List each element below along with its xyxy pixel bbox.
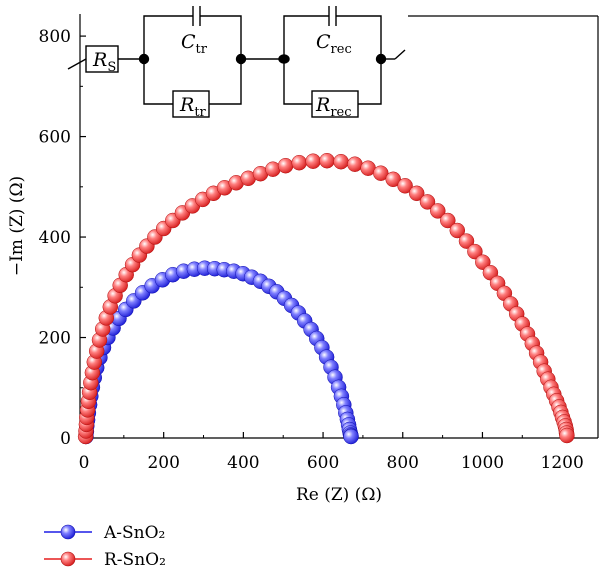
- crec-label: Crec: [316, 31, 352, 57]
- data-point: [397, 178, 413, 194]
- rs-label: RS: [92, 49, 116, 75]
- data-point: [333, 153, 349, 170]
- y-axis-title: −Im (Z) (Ω): [7, 176, 27, 276]
- crec-branch-wire-right: [336, 15, 382, 59]
- circuit-node-1: [138, 53, 150, 65]
- crec-branch-wire: [283, 15, 329, 59]
- y-tick-label-800: 800: [39, 27, 71, 47]
- x-tick-label-0: 0: [79, 453, 90, 473]
- y-tick-label-600: 600: [39, 128, 71, 148]
- y-tick-label-0: 0: [60, 429, 71, 449]
- circuit-lead-left: [67, 58, 87, 70]
- x-tick-label-800: 800: [387, 453, 419, 473]
- legend-item-a-sno2: A-SnO₂: [44, 523, 165, 543]
- rrec-branch-wire-right: [358, 59, 382, 105]
- data-point: [319, 152, 335, 169]
- data-point: [419, 194, 436, 210]
- rtr-branch-wire: [143, 59, 173, 105]
- rrec-branch-wire: [283, 59, 312, 105]
- data-point: [449, 222, 466, 239]
- data-point: [277, 157, 294, 174]
- rrec-resistor: [311, 90, 359, 118]
- x-tick-label-1000: 1000: [461, 453, 504, 473]
- x-tick-label-200: 200: [147, 453, 179, 473]
- data-point: [291, 154, 307, 171]
- x-tick-label-1200: 1200: [541, 453, 584, 473]
- legend-marker-a: [60, 524, 76, 540]
- data-point: [458, 233, 475, 249]
- circuit-node-4: [375, 53, 387, 65]
- rtr-branch-wire-right: [209, 59, 242, 105]
- legend-item-r-sno2: R-SnO₂: [44, 550, 166, 570]
- legend-marker-r: [60, 551, 76, 567]
- x-axis-title: Re (Z) (Ω): [296, 485, 382, 505]
- data-point: [475, 254, 491, 270]
- x-tick-label-600: 600: [307, 453, 339, 473]
- data-point: [430, 203, 446, 219]
- equivalent-circuit: [67, 6, 406, 118]
- data-point: [373, 165, 389, 181]
- ctr-branch-wire-right: [200, 15, 242, 59]
- legend: A-SnO₂ R-SnO₂: [44, 523, 166, 570]
- circuit-lead-right-tail: [394, 49, 406, 60]
- rtr-label: Rtr: [179, 94, 207, 120]
- legend-label-r: R-SnO₂: [104, 550, 166, 570]
- data-point: [347, 156, 363, 172]
- data-point: [440, 212, 456, 229]
- data-point: [385, 171, 401, 188]
- circuit-node-3: [278, 54, 290, 64]
- data-point: [467, 243, 483, 260]
- data-point: [408, 185, 425, 202]
- y-tick-label-400: 400: [39, 228, 71, 248]
- circuit-node-2: [235, 53, 247, 65]
- data-point: [343, 428, 359, 445]
- data-point: [559, 427, 575, 444]
- legend-label-a: A-SnO₂: [103, 523, 165, 543]
- y-tick-label-200: 200: [39, 329, 71, 349]
- x-tick-label-400: 400: [227, 453, 259, 473]
- rrec-label: Rrec: [315, 94, 352, 120]
- axis-tick-labels: 0 200 400 600 800 1000 1200 0 200 400 600 800: [39, 27, 584, 473]
- ctr-branch-wire: [143, 15, 193, 59]
- circuit-labels: RS Ctr Rtr Crec Rrec: [92, 31, 352, 120]
- series-r-sno2: [77, 152, 575, 445]
- data-point: [305, 153, 321, 169]
- axes-frame: [79, 14, 599, 439]
- ctr-label: Ctr: [181, 31, 208, 57]
